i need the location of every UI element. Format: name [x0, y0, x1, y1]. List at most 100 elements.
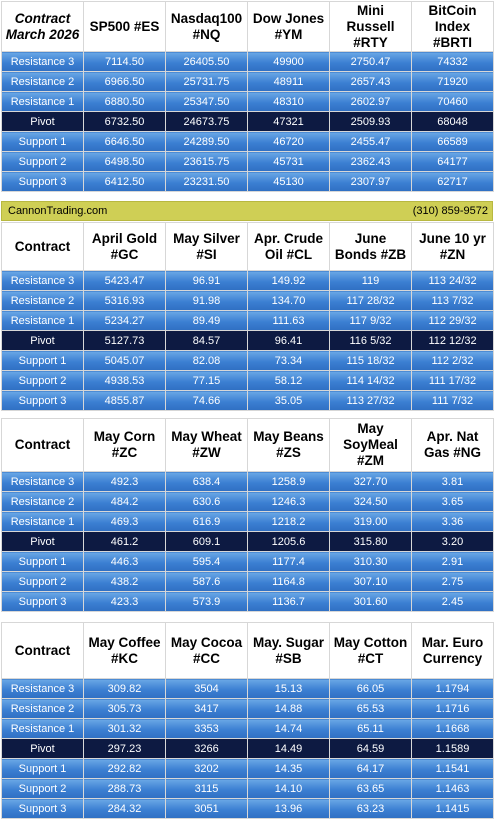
level-value: 6646.50: [83, 131, 166, 152]
level-label: Pivot: [1, 330, 84, 351]
level-value: 587.6: [165, 571, 248, 592]
level-value: 117 9/32: [329, 310, 412, 331]
pivot-row: Pivot 5127.73 84.57 96.41 116 5/32 112 12/32: [1, 330, 494, 351]
instrument-header: June 10 yr #ZN: [411, 222, 494, 271]
level-value: 1.1716: [411, 698, 494, 719]
level-row: Resistance 2 305.73 3417 14.88 65.53 1.1716: [1, 698, 494, 719]
level-value: 25347.50: [165, 91, 248, 112]
contract-header: Contract: [1, 418, 84, 472]
level-value: 3202: [165, 758, 248, 779]
level-value: 2362.43: [329, 151, 412, 172]
level-value: 112 12/32: [411, 330, 494, 351]
level-value: 301.32: [83, 718, 166, 739]
level-value: 84.57: [165, 330, 248, 351]
level-row: Resistance 1 469.3 616.9 1218.2 319.00 3.36: [1, 511, 494, 532]
instrument-header: Mini Russell #RTY: [329, 1, 412, 52]
level-row: Resistance 3 309.82 3504 15.13 66.05 1.1794: [1, 678, 494, 699]
level-value: 117 28/32: [329, 290, 412, 311]
level-value: 89.49: [165, 310, 248, 331]
level-value: 423.3: [83, 591, 166, 612]
level-value: 68048: [411, 111, 494, 132]
level-value: 307.10: [329, 571, 412, 592]
level-value: 1246.3: [247, 491, 330, 512]
level-value: 2602.97: [329, 91, 412, 112]
level-value: 2307.97: [329, 171, 412, 192]
level-value: 327.70: [329, 471, 412, 492]
level-label: Resistance 2: [1, 71, 84, 92]
level-value: 74332: [411, 51, 494, 72]
instrument-header: Apr. Crude Oil #CL: [247, 222, 330, 271]
level-value: 77.15: [165, 370, 248, 391]
level-value: 469.3: [83, 511, 166, 532]
level-value: 324.50: [329, 491, 412, 512]
instrument-header: Apr. Nat Gas #NG: [411, 418, 494, 472]
brand-bar: CannonTrading.com (310) 859-9572: [1, 201, 493, 221]
level-label: Support 3: [1, 591, 84, 612]
level-value: 6966.50: [83, 71, 166, 92]
level-value: 288.73: [83, 778, 166, 799]
level-value: 113 7/32: [411, 290, 494, 311]
level-value: 6880.50: [83, 91, 166, 112]
level-label: Support 3: [1, 171, 84, 192]
level-value: 1.1589: [411, 738, 494, 759]
level-row: Support 3 423.3 573.9 1136.7 301.60 2.45: [1, 591, 494, 612]
section-equities: Contract March 2026 SP500 #ES Nasdaq100 #N…: [1, 1, 494, 192]
section-metals-energy-rates: Contract April Gold #GC May Silver #SI Apr.…: [1, 222, 494, 411]
level-value: 116 5/32: [329, 330, 412, 351]
level-value: 5423.47: [83, 270, 166, 291]
level-row: Resistance 3 7114.50 26405.50 49900 2750.47 7…: [1, 51, 494, 72]
level-value: 630.6: [165, 491, 248, 512]
level-label: Resistance 1: [1, 511, 84, 532]
level-row: Support 3 284.32 3051 13.96 63.23 1.1415: [1, 798, 494, 819]
level-value: 3.20: [411, 531, 494, 552]
level-value: 14.10: [247, 778, 330, 799]
instrument-header: SP500 #ES: [83, 1, 166, 52]
level-value: 66.05: [329, 678, 412, 699]
level-value: 14.49: [247, 738, 330, 759]
level-value: 65.11: [329, 718, 412, 739]
level-value: 45130: [247, 171, 330, 192]
level-value: 3.65: [411, 491, 494, 512]
level-value: 35.05: [247, 390, 330, 411]
level-value: 64177: [411, 151, 494, 172]
instrument-header: May Cocoa #CC: [165, 622, 248, 679]
level-value: 112 2/32: [411, 350, 494, 371]
level-value: 1.1541: [411, 758, 494, 779]
level-value: 71920: [411, 71, 494, 92]
level-label: Support 1: [1, 758, 84, 779]
instrument-header: May Wheat #ZW: [165, 418, 248, 472]
level-value: 24673.75: [165, 111, 248, 132]
level-label: Resistance 2: [1, 698, 84, 719]
level-value: 112 29/32: [411, 310, 494, 331]
level-label: Pivot: [1, 111, 84, 132]
instrument-header: BitCoin Index #BRTI: [411, 1, 494, 52]
level-value: 3.36: [411, 511, 494, 532]
level-value: 115 18/32: [329, 350, 412, 371]
level-row: Support 1 292.82 3202 14.35 64.17 1.1541: [1, 758, 494, 779]
level-value: 74.66: [165, 390, 248, 411]
level-value: 2750.47: [329, 51, 412, 72]
level-label: Support 2: [1, 370, 84, 391]
level-value: 1164.8: [247, 571, 330, 592]
level-value: 48310: [247, 91, 330, 112]
level-value: 638.4: [165, 471, 248, 492]
level-value: 6412.50: [83, 171, 166, 192]
level-label: Support 1: [1, 551, 84, 572]
instrument-header: May Coffee #KC: [83, 622, 166, 679]
level-value: 65.53: [329, 698, 412, 719]
level-value: 111.63: [247, 310, 330, 331]
level-label: Resistance 3: [1, 270, 84, 291]
level-value: 2657.43: [329, 71, 412, 92]
level-label: Support 1: [1, 350, 84, 371]
level-value: 14.88: [247, 698, 330, 719]
header-row: Contract April Gold #GC May Silver #SI Apr.…: [1, 222, 494, 271]
level-value: 1177.4: [247, 551, 330, 572]
level-row: Support 2 6498.50 23615.75 45731 2362.43 6417…: [1, 151, 494, 172]
level-value: 1.1794: [411, 678, 494, 699]
level-value: 48911: [247, 71, 330, 92]
level-label: Support 3: [1, 798, 84, 819]
level-value: 297.23: [83, 738, 166, 759]
level-value: 5045.07: [83, 350, 166, 371]
level-label: Support 2: [1, 151, 84, 172]
level-value: 492.3: [83, 471, 166, 492]
